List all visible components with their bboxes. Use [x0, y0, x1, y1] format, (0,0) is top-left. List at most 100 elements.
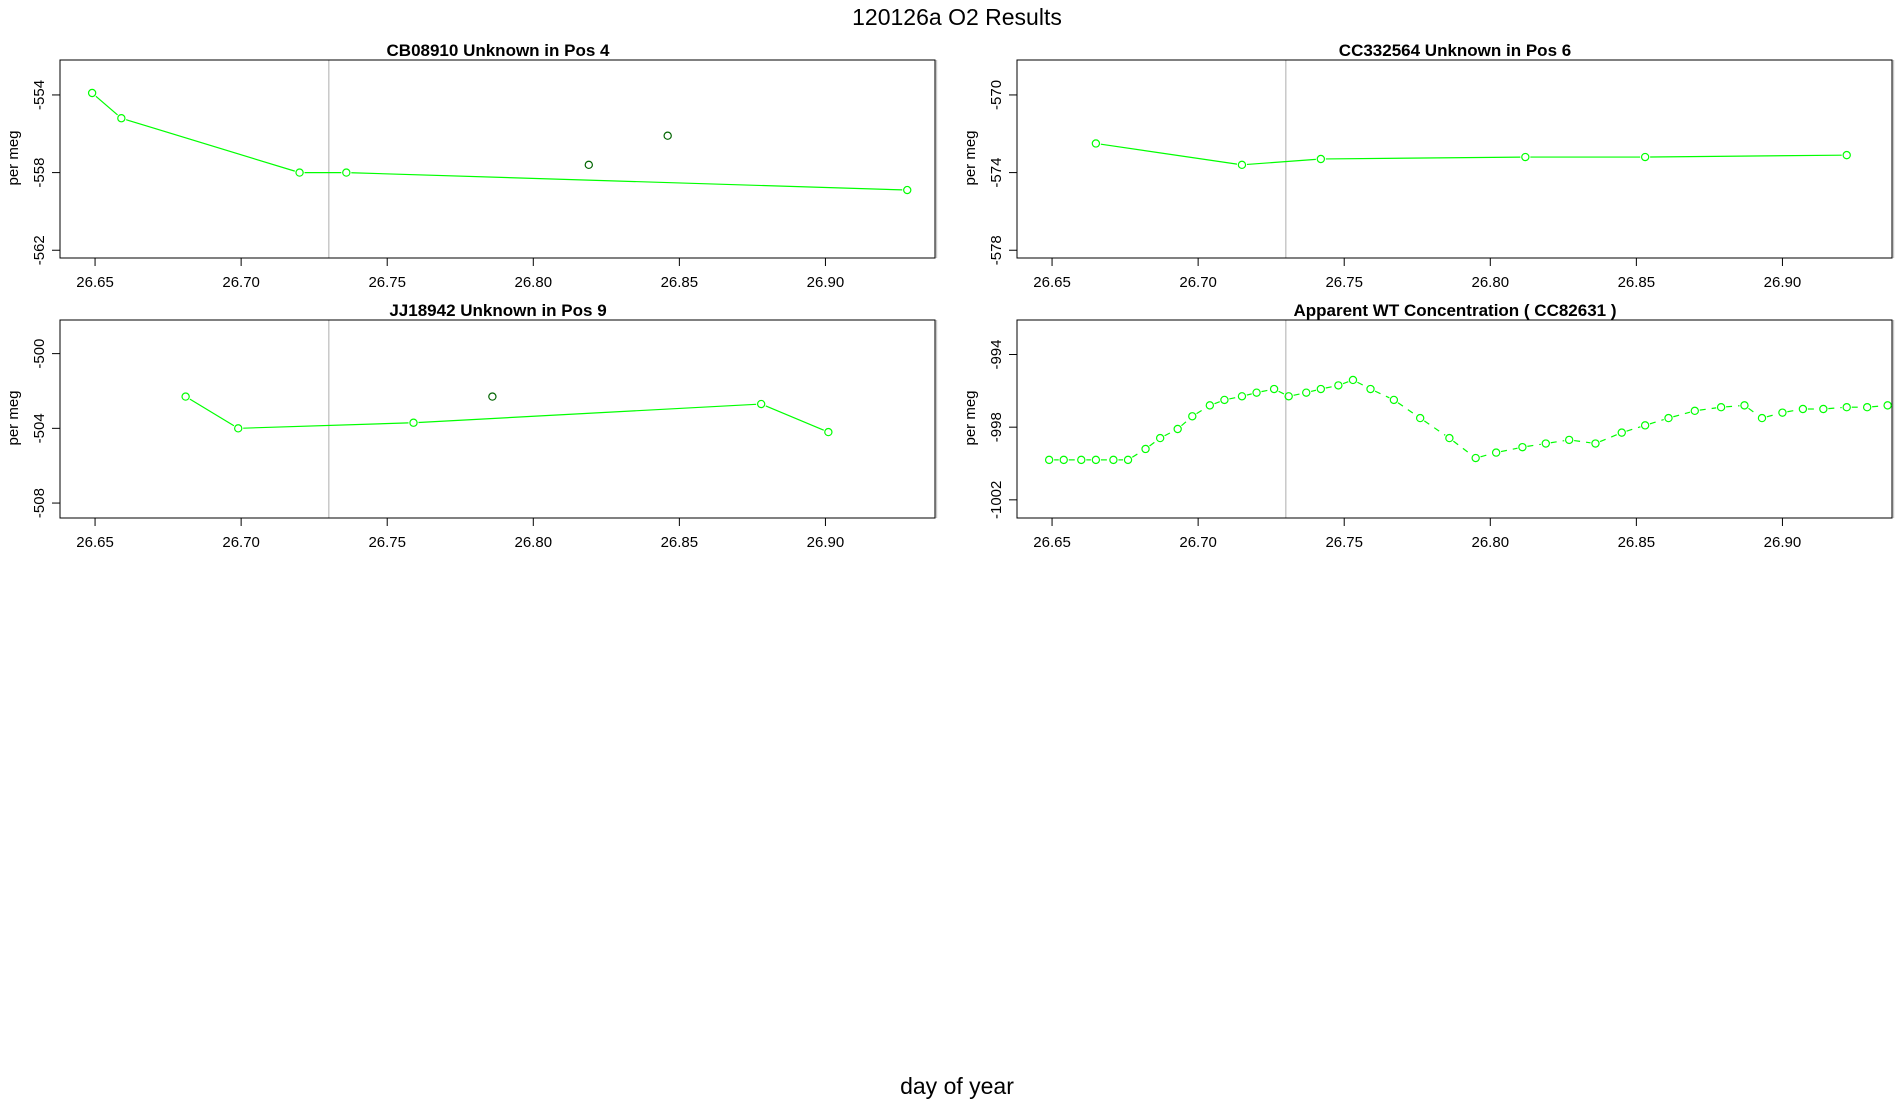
data-point: [1757, 413, 1767, 423]
x-tick-label: 26.65: [1033, 534, 1071, 551]
y-axis-label: per meg: [962, 390, 979, 445]
x-tick-label: 26.65: [76, 274, 114, 291]
y-tick-label: -570: [988, 80, 1005, 110]
x-tick-label: 26.80: [1472, 534, 1510, 551]
panel-title: CC332564 Unknown in Pos 6: [1339, 41, 1571, 60]
data-point: [234, 424, 243, 433]
y-tick-label: -500: [31, 339, 48, 369]
figure-title: 120126a O2 Results: [852, 4, 1062, 30]
data-point: [1366, 384, 1375, 394]
series-segment: [1149, 440, 1157, 447]
series-segment: [189, 398, 235, 427]
y-tick-label: -578: [988, 235, 1005, 265]
data-point: [1109, 455, 1118, 465]
x-tick-label: 26.65: [1033, 274, 1071, 291]
series-segment: [1872, 405, 1883, 408]
x-tick-label: 26.90: [807, 274, 845, 291]
data-point: [1252, 388, 1261, 397]
series-segment: [243, 422, 409, 429]
data-point: [1591, 439, 1600, 448]
data-point: [1188, 412, 1197, 421]
data-point: [488, 392, 497, 401]
panel-title: Apparent WT Concentration ( CC82631 ): [1293, 301, 1616, 320]
y-tick-label: -554: [31, 80, 48, 110]
y-axis-label: per meg: [962, 130, 979, 185]
series-segment: [1131, 451, 1142, 458]
data-point: [1091, 455, 1101, 465]
series-segment: [1599, 433, 1618, 443]
data-point: [1471, 453, 1480, 463]
plot-area: 26.65 26.70 26.75 26.80 26.85 26.90 -578 -574 -5…: [988, 59, 1895, 291]
data-point: [1237, 392, 1247, 401]
series-segment: [1673, 411, 1691, 418]
y-tick-label: -562: [31, 235, 48, 265]
series-segment: [1626, 426, 1641, 432]
plot-area: 26.65 26.70 26.75 26.80 26.85 26.90 -1002 -998 -…: [988, 319, 1895, 551]
data-point: [1077, 455, 1086, 465]
panel-jj18942: JJ18942 Unknown in Pos 9 per meg 26.65 26…: [5, 301, 938, 551]
x-axis-label: day of year: [900, 1073, 1014, 1099]
series-segment: [1574, 439, 1591, 444]
data-point: [1334, 381, 1343, 390]
series-segment: [1164, 430, 1174, 437]
panel-apparent-wt: Apparent WT Concentration ( CC82631 ) pe…: [962, 301, 1895, 551]
series-segment: [1550, 440, 1565, 444]
data-point: [1883, 401, 1892, 410]
x-tick-label: 26.75: [368, 274, 406, 291]
data-point: [117, 114, 126, 123]
series-segment: [351, 172, 903, 191]
data-point: [1541, 439, 1550, 448]
data-point: [1173, 424, 1182, 434]
data-point: [1778, 408, 1787, 417]
x-tick-label: 26.85: [1618, 534, 1656, 551]
series-segment: [1787, 409, 1799, 413]
data-point: [1564, 435, 1574, 445]
data-point: [1798, 404, 1808, 414]
data-point: [1640, 421, 1650, 430]
series-segment: [1196, 407, 1206, 415]
series-segment: [125, 119, 295, 172]
series-segment: [1650, 154, 1842, 158]
x-tick-label: 26.70: [222, 274, 260, 291]
x-tick-label: 26.90: [1764, 534, 1802, 551]
series-segment: [1278, 390, 1285, 395]
y-tick-label: -1002: [988, 481, 1005, 519]
series-segment: [1500, 447, 1518, 453]
data-point: [295, 168, 304, 177]
data-point: [584, 160, 593, 170]
series-segment: [1246, 393, 1252, 396]
data-point: [1316, 384, 1326, 394]
x-tick-label: 26.75: [1325, 274, 1363, 291]
series-segment: [1325, 385, 1334, 389]
y-tick-label: -504: [31, 413, 48, 443]
plot-frame: [59, 59, 936, 259]
series-segment: [1766, 413, 1778, 418]
x-tick-label: 26.90: [807, 534, 845, 551]
data-point: [1842, 402, 1851, 412]
data-point: [1842, 150, 1851, 160]
data-point: [1415, 413, 1425, 423]
plot-area: 26.65 26.70 26.75 26.80 26.85 26.90 -508 -504 -5…: [31, 319, 938, 551]
panel-cb08910: CB08910 Unknown in Pos 4 per meg 26.65 26…: [5, 41, 938, 291]
x-tick-label: 26.80: [515, 534, 553, 551]
series-segment: [1423, 420, 1446, 436]
series-segment: [1214, 401, 1220, 405]
x-tick-label: 26.70: [1179, 534, 1217, 551]
y-axis-label: per meg: [5, 390, 22, 445]
data-point: [1491, 448, 1501, 457]
series-segment: [418, 403, 757, 424]
y-tick-label: -558: [31, 158, 48, 188]
data-point: [1059, 455, 1068, 465]
series-segment: [1325, 156, 1521, 160]
data-point: [824, 427, 833, 437]
x-tick-label: 26.75: [368, 534, 406, 551]
data-point: [1220, 395, 1229, 405]
data-point: [1862, 402, 1872, 412]
data-point: [903, 185, 912, 195]
series-segment: [1357, 381, 1367, 388]
plot-frame: [1016, 59, 1893, 259]
data-point: [181, 392, 190, 401]
plot-frame: [1016, 319, 1893, 519]
series-segment: [1828, 406, 1842, 410]
